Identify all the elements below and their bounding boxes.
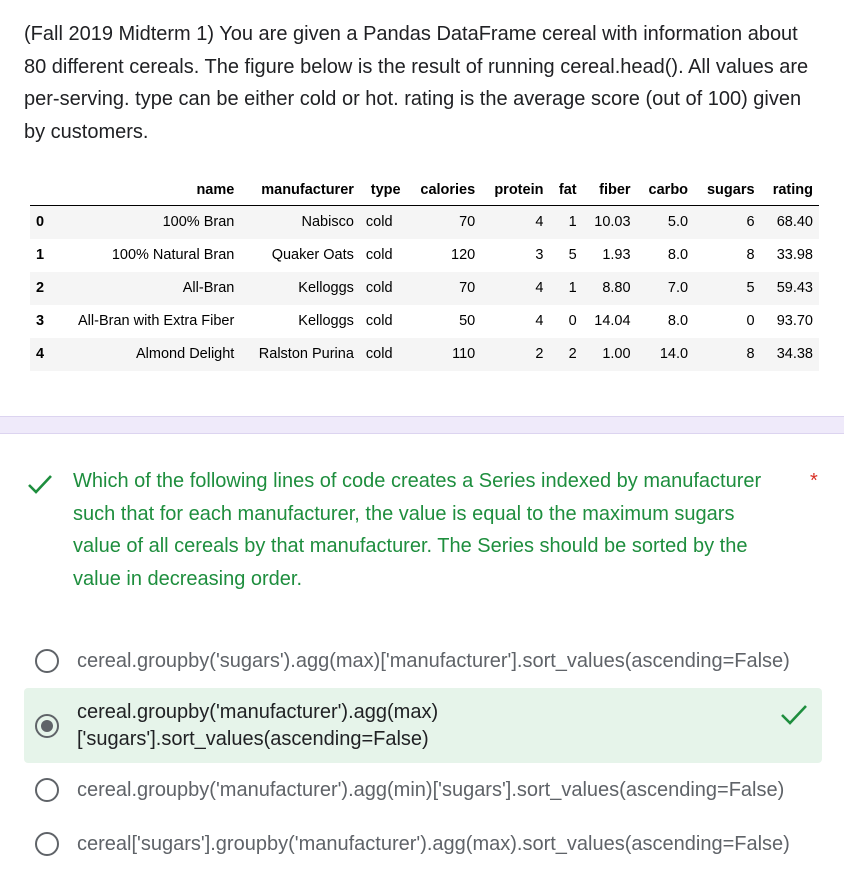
table-cell: 7.0 (667, 280, 689, 296)
option-label: cereal.groupby('sugars').agg(max)['manuf… (77, 649, 790, 672)
table-cell: Quaker Oats (271, 247, 354, 263)
intro-text: (Fall 2019 Midterm 1) You are given a Pa… (24, 23, 809, 143)
table-cell: Kelloggs (298, 280, 354, 296)
radio-button[interactable] (35, 649, 59, 673)
table-cell: All-Bran (182, 280, 235, 296)
table-cell: 0 (568, 313, 577, 329)
table-cell: 2 (535, 346, 544, 362)
table-cell: Nabisco (301, 214, 354, 231)
table-cell: 8.80 (602, 280, 631, 296)
column-header: protein (494, 182, 544, 198)
table-cell: 1 (568, 280, 577, 296)
table-cell: 70 (459, 214, 476, 231)
column-header: carbo (648, 182, 689, 198)
table-cell: cold (365, 214, 393, 231)
option-label: cereal['sugars'].groupby('manufacturer')… (77, 832, 790, 855)
table-cell: 5.0 (667, 214, 689, 231)
option-1[interactable]: cereal.groupby('sugars').agg(max)['manuf… (24, 641, 822, 681)
table-cell: 93.70 (776, 313, 813, 329)
radio-button-selected[interactable] (35, 713, 59, 738)
column-header: calories (420, 182, 476, 198)
option-4[interactable]: cereal['sugars'].groupby('manufacturer')… (24, 824, 822, 864)
table-cell: 14.0 (659, 346, 689, 362)
column-header: fiber (599, 182, 631, 198)
table-row: 4 Almond Delight Ralston Purina cold 110 2 2 1.… (30, 337, 819, 371)
table-cell: 50 (459, 313, 476, 329)
table-cell: Almond Delight (136, 346, 235, 362)
table-cell: 0 (746, 313, 755, 329)
row-index: 1 (36, 247, 45, 263)
column-header: manufacturer (261, 182, 354, 198)
table-cell: cold (365, 247, 393, 263)
table-cell: 1.00 (602, 346, 631, 362)
table-cell: Ralston Purina (258, 346, 354, 362)
index-header (30, 175, 52, 206)
table-cell: 59.43 (776, 280, 813, 296)
table-cell: 34.38 (776, 346, 813, 362)
table-cell: 8 (746, 346, 755, 362)
column-header: type (370, 182, 401, 198)
table-cell: 5 (746, 280, 755, 296)
table-cell: 14.04 (594, 313, 631, 329)
table-cell: 5 (568, 247, 577, 263)
row-index: 3 (36, 313, 45, 329)
table-cell: 3 (535, 247, 544, 263)
table-row: 3 All-Bran with Extra Fiber Kelloggs cold 50… (30, 305, 819, 338)
check-icon (781, 705, 807, 725)
table-cell: 70 (459, 280, 476, 296)
table-cell: 1.93 (602, 247, 631, 263)
table-cell: cold (365, 280, 393, 296)
table-cell: Kelloggs (298, 313, 354, 329)
table-cell: 10.03 (594, 214, 631, 231)
table-cell: cold (365, 346, 393, 362)
table-row: 2 All-Bran Kelloggs cold 70 4 1 8.80 7.0 5 59.43 (30, 271, 819, 305)
column-header: name (196, 182, 235, 198)
radio-button[interactable] (35, 832, 59, 856)
row-index: 2 (36, 280, 45, 296)
option-label: cereal.groupby('manufacturer').agg(min)[… (77, 778, 785, 801)
row-index: 4 (36, 346, 45, 362)
table-cell: 68.40 (776, 214, 813, 231)
column-header: sugars (706, 182, 755, 198)
column-header: fat (558, 182, 577, 198)
column-header: rating (772, 182, 813, 198)
option-3[interactable]: cereal.groupby('manufacturer').agg(min)[… (24, 770, 822, 810)
table-cell: 120 (451, 247, 476, 263)
row-index: 0 (36, 214, 45, 231)
table-cell: 100% Bran (162, 214, 235, 231)
option-label: cereal.groupby('manufacturer').agg(max) … (77, 700, 439, 750)
table-cell: 8 (746, 247, 755, 263)
table-cell: 4 (535, 280, 544, 296)
table-cell: 33.98 (776, 247, 813, 263)
table-cell: 4 (535, 214, 544, 231)
radio-dot (41, 719, 53, 732)
table-row: 1 100% Natural Bran Quaker Oats cold 120 3 5 1.… (30, 239, 819, 272)
table-cell: 2 (568, 346, 577, 362)
table-cell: cold (365, 313, 393, 329)
table-header-row: name manufacturer type calories protein … (30, 175, 819, 206)
table-cell: 8.0 (667, 313, 689, 329)
question-text: Which of the following lines of code cre… (73, 470, 762, 590)
table-cell: 8.0 (667, 247, 689, 263)
table-cell: 110 (452, 346, 476, 362)
radio-button[interactable] (35, 778, 59, 802)
check-icon (28, 475, 52, 494)
option-2[interactable]: cereal.groupby('manufacturer').agg(max) … (24, 688, 822, 763)
table-cell: 1 (568, 214, 577, 231)
table-cell: 6 (746, 214, 755, 231)
table-cell: All-Bran with Extra Fiber (78, 313, 235, 329)
table-cell: 100% Natural Bran (111, 247, 235, 263)
section-divider (0, 416, 844, 434)
required-asterisk: * (810, 470, 818, 492)
table-cell: 4 (535, 313, 544, 329)
dataframe-table: name manufacturer type calories protein … (30, 175, 819, 371)
table-row: 0 100% Bran Nabisco cold 70 4 1 10.03 5.0 6 68.40 (30, 205, 819, 239)
